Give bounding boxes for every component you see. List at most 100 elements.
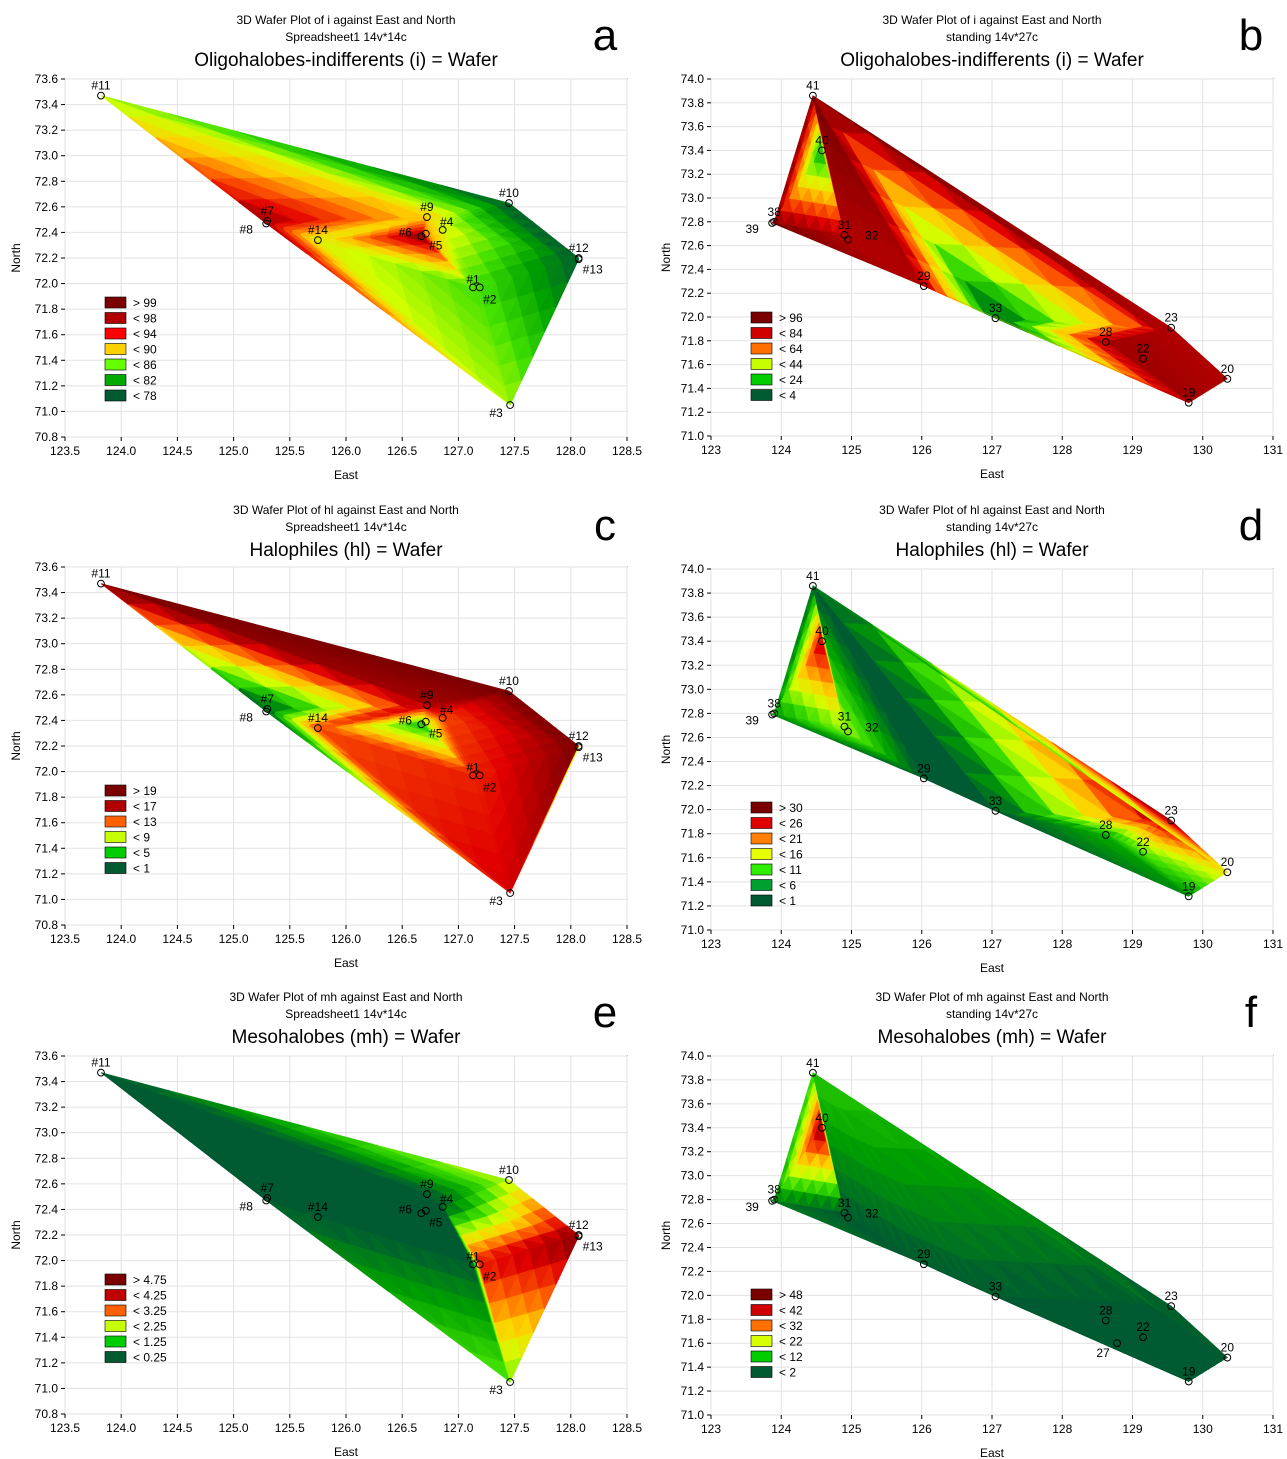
legend-swatch xyxy=(751,833,772,844)
point-label: #6 xyxy=(399,713,413,727)
legend-swatch xyxy=(105,1352,126,1363)
y-axis-label: North xyxy=(9,243,23,272)
x-tick-label: 124.5 xyxy=(162,932,192,946)
x-tick-label: 128.0 xyxy=(556,1421,586,1435)
point-label: 31 xyxy=(838,710,852,724)
legend-swatch xyxy=(751,1289,772,1300)
point-label: 28 xyxy=(1099,818,1113,832)
point-label: #8 xyxy=(240,710,254,724)
x-axis-label: East xyxy=(334,956,359,970)
legend-label: < 94 xyxy=(133,327,157,341)
point-label: #3 xyxy=(489,894,503,908)
x-tick-label: 127 xyxy=(982,937,1002,951)
point-label: #12 xyxy=(569,729,589,743)
legend-swatch xyxy=(105,313,126,324)
legend-label: < 5 xyxy=(133,846,150,860)
x-tick-label: 124.0 xyxy=(106,444,136,458)
x-tick-label: 127.0 xyxy=(443,1421,473,1435)
y-tick-label: 73.2 xyxy=(35,1100,59,1114)
y-tick-label: 72.4 xyxy=(681,1240,705,1254)
x-tick-label: 127.5 xyxy=(500,1421,530,1435)
panel-letter: e xyxy=(593,988,617,1037)
y-axis-label: North xyxy=(659,1221,673,1250)
legend-label: < 32 xyxy=(779,1319,803,1333)
y-tick-label: 72.0 xyxy=(35,765,59,779)
chart-subtitle: Spreadsheet1 14v*14c xyxy=(285,1007,406,1021)
y-tick-label: 70.8 xyxy=(35,430,59,444)
x-tick-label: 129 xyxy=(1122,937,1142,951)
legend-label: < 21 xyxy=(779,832,803,846)
legend-swatch xyxy=(751,328,772,339)
point-label: #10 xyxy=(499,674,519,688)
x-tick-label: 129 xyxy=(1122,443,1142,457)
legend-label: > 48 xyxy=(779,1288,803,1302)
legend-swatch xyxy=(751,1351,772,1362)
chart-title: 3D Wafer Plot of hl against East and Nor… xyxy=(879,503,1105,517)
point-label: 22 xyxy=(1136,835,1150,849)
legend-label: > 96 xyxy=(779,311,803,325)
chart-subtitle: Spreadsheet1 14v*14c xyxy=(285,30,406,44)
y-tick-label: 73.6 xyxy=(681,1097,705,1111)
x-tick-label: 125 xyxy=(841,443,861,457)
y-tick-label: 73.4 xyxy=(681,634,705,648)
x-tick-label: 131 xyxy=(1263,1422,1283,1436)
y-tick-label: 73.2 xyxy=(35,611,59,625)
y-tick-label: 72.2 xyxy=(681,779,705,793)
y-tick-label: 72.2 xyxy=(35,251,59,265)
y-tick-label: 73.6 xyxy=(35,1049,59,1063)
y-tick-label: 72.0 xyxy=(681,310,705,324)
legend-swatch xyxy=(105,390,126,401)
y-tick-label: 73.4 xyxy=(35,1075,59,1089)
x-axis-label: East xyxy=(980,467,1005,481)
legend-swatch xyxy=(105,801,126,812)
legend-label: < 1 xyxy=(779,894,796,908)
y-tick-label: 72.4 xyxy=(681,262,705,276)
y-tick-label: 73.4 xyxy=(681,143,705,157)
y-tick-label: 71.6 xyxy=(681,358,705,372)
point-label: 41 xyxy=(806,1056,820,1070)
point-label: 38 xyxy=(768,1183,782,1197)
point-label: #7 xyxy=(261,1181,275,1195)
legend-swatch xyxy=(105,1336,126,1347)
chart-subtitle: standing 14v*27c xyxy=(946,520,1038,534)
point-label: #13 xyxy=(583,1239,603,1253)
y-tick-label: 72.4 xyxy=(681,755,705,769)
legend-swatch xyxy=(105,375,126,386)
x-tick-label: 127 xyxy=(982,443,1002,457)
y-tick-label: 72.2 xyxy=(681,286,705,300)
x-tick-label: 127.0 xyxy=(443,444,473,458)
legend-label: < 98 xyxy=(133,312,157,326)
legend-label: < 42 xyxy=(779,1304,803,1318)
y-tick-label: 72.2 xyxy=(35,739,59,753)
point-label: 39 xyxy=(745,714,759,728)
chart-subtitle: standing 14v*27c xyxy=(946,1007,1038,1021)
y-tick-label: 72.2 xyxy=(35,1228,59,1242)
chart-panel-b: 3D Wafer Plot of i against East and Nort… xyxy=(659,11,1283,481)
y-tick-label: 71.6 xyxy=(35,816,59,830)
y-tick-label: 72.8 xyxy=(35,662,59,676)
chart-title: 3D Wafer Plot of hl against East and Nor… xyxy=(233,503,459,517)
point-label: 29 xyxy=(917,269,931,283)
panel-letter: d xyxy=(1239,501,1263,550)
x-tick-label: 131 xyxy=(1263,937,1283,951)
x-tick-label: 126 xyxy=(912,1422,932,1436)
panel-letter: b xyxy=(1239,11,1263,60)
point-label: #2 xyxy=(483,1269,497,1283)
x-tick-label: 125.5 xyxy=(275,444,305,458)
point-label: 19 xyxy=(1182,879,1196,893)
point-label: #4 xyxy=(440,1192,454,1206)
legend-swatch xyxy=(105,328,126,339)
legend-swatch xyxy=(751,880,772,891)
y-tick-label: 71.4 xyxy=(681,381,705,395)
x-tick-label: 124.5 xyxy=(162,1421,192,1435)
x-axis-label: East xyxy=(980,1446,1005,1459)
y-tick-label: 71.4 xyxy=(35,353,59,367)
point-label: #5 xyxy=(429,1216,443,1230)
legend-swatch xyxy=(105,1290,126,1301)
legend-swatch xyxy=(751,1305,772,1316)
y-tick-label: 71.2 xyxy=(681,899,705,913)
legend-label: < 26 xyxy=(779,817,803,831)
y-tick-label: 71.2 xyxy=(35,379,59,393)
x-axis-label: East xyxy=(334,468,359,482)
